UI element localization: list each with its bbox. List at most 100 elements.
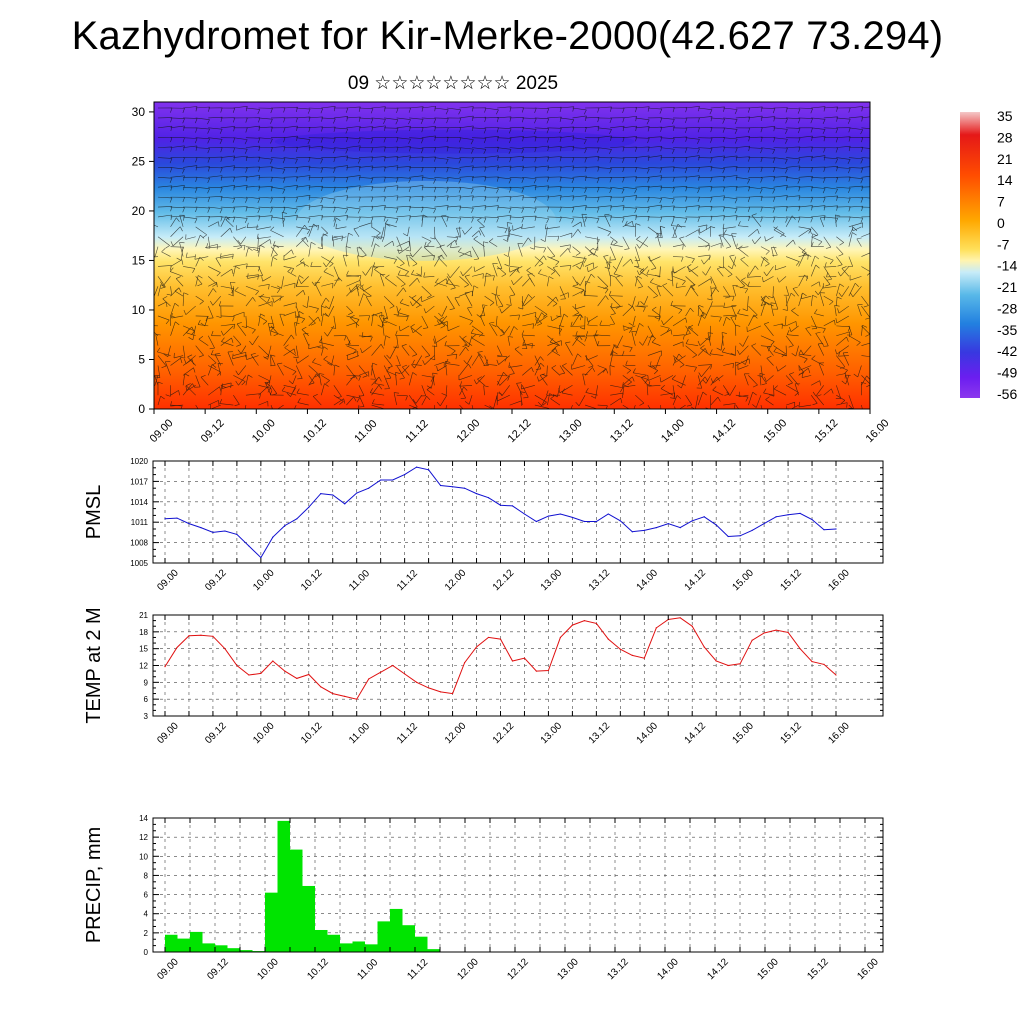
wind-barb xyxy=(790,404,799,409)
wind-barb xyxy=(836,246,844,255)
wind-barb-flag xyxy=(423,308,427,314)
wind-barb xyxy=(517,243,523,257)
wind-barb xyxy=(559,365,566,374)
wind-barb xyxy=(258,157,273,160)
wind-barb xyxy=(347,355,360,361)
wind-barb xyxy=(685,307,691,317)
wind-barb xyxy=(283,157,298,160)
wind-barb xyxy=(635,305,646,308)
wind-barb xyxy=(175,278,184,287)
wind-barb xyxy=(861,325,863,336)
wind-barb xyxy=(570,404,573,409)
wind-barb-flag xyxy=(437,254,443,258)
wind-barb xyxy=(765,236,774,242)
wind-barb-flag xyxy=(345,208,349,214)
wind-barb xyxy=(296,175,311,178)
wind-barb xyxy=(647,226,660,236)
wind-barb xyxy=(572,126,587,129)
wind-barb-flag xyxy=(531,343,533,349)
wind-barb-flag xyxy=(572,106,575,112)
wind-barb xyxy=(308,167,323,169)
data-point xyxy=(439,691,442,693)
wind-barb xyxy=(240,345,247,354)
wind-barb-flag xyxy=(182,215,185,221)
wind-barb xyxy=(484,216,499,218)
wind-barb xyxy=(432,373,435,386)
wind-barb xyxy=(220,206,235,209)
wind-barb xyxy=(823,127,838,129)
wind-barb-flag xyxy=(622,137,625,143)
wind-barb-flag xyxy=(847,159,851,165)
wind-barb xyxy=(622,206,637,209)
wind-barb xyxy=(232,355,246,360)
wind-barb xyxy=(508,365,523,368)
wind-barb-flag xyxy=(822,129,826,135)
wind-barb xyxy=(838,355,849,357)
wind-barb-flag xyxy=(149,219,152,223)
data-point xyxy=(344,503,346,505)
wind-barb xyxy=(308,116,323,119)
wind-barb xyxy=(434,278,447,287)
wind-barb xyxy=(610,236,618,243)
wind-barb-flag xyxy=(399,377,405,380)
wind-barb xyxy=(484,136,499,139)
data-point xyxy=(727,535,729,538)
wind-barb-flag xyxy=(552,394,558,398)
data-point xyxy=(559,513,562,515)
wind-barb xyxy=(845,375,850,386)
wind-barb-flag xyxy=(232,117,236,123)
wind-barb xyxy=(546,365,548,377)
data-point xyxy=(404,474,406,476)
wind-barb-flag xyxy=(586,317,589,323)
wind-barb-flag xyxy=(562,363,567,366)
wind-barb xyxy=(848,157,863,160)
wind-barb-flag xyxy=(498,305,504,308)
wind-barb-flag xyxy=(248,247,253,251)
wind-barb-flag xyxy=(370,138,374,144)
wind-barb xyxy=(798,226,812,230)
wind-barb xyxy=(861,196,870,199)
wind-barb xyxy=(685,365,697,368)
wind-barb-flag xyxy=(185,385,188,391)
wind-barb xyxy=(777,365,787,372)
wind-barb xyxy=(660,117,675,120)
wind-barb xyxy=(857,304,862,317)
x-tick-label: 16.00 xyxy=(826,720,852,746)
wind-barb-flag xyxy=(848,206,851,212)
wind-barb-flag xyxy=(723,155,725,161)
wind-barb-flag xyxy=(534,108,537,114)
wind-barb xyxy=(507,246,511,257)
wind-barb xyxy=(720,335,724,351)
wind-barb-flag xyxy=(542,401,547,406)
wind-barb-flag xyxy=(738,391,741,397)
wind-barb-flag xyxy=(183,185,185,191)
wind-barb xyxy=(371,376,380,386)
wind-barb xyxy=(785,345,787,356)
wind-barb-flag xyxy=(199,256,204,261)
wind-barb xyxy=(538,273,548,277)
wind-barb xyxy=(826,276,837,278)
wind-barb-flag xyxy=(798,137,801,143)
wind-barb xyxy=(672,317,686,327)
wind-barb xyxy=(534,107,549,109)
x-tick-label: 09.00 xyxy=(155,720,181,746)
data-point xyxy=(392,664,394,667)
wind-barb-flag xyxy=(752,384,758,388)
wind-barb xyxy=(358,395,365,407)
wind-barb xyxy=(572,229,579,237)
wind-barb-flag xyxy=(470,188,474,194)
wind-barb-flag xyxy=(477,351,483,353)
wind-barb xyxy=(321,313,324,326)
wind-barb xyxy=(482,304,485,317)
wind-barb-flag xyxy=(345,343,351,345)
wind-barb-flag xyxy=(603,254,609,257)
wind-barb xyxy=(773,117,788,120)
wind-barb xyxy=(459,165,474,168)
wind-barb xyxy=(822,285,837,289)
wind-barb-flag xyxy=(697,117,700,123)
wind-barb-flag xyxy=(513,326,518,331)
wind-barb-flag xyxy=(313,223,318,228)
wind-barb xyxy=(220,315,235,317)
x-tick-label: 14.00 xyxy=(659,417,687,445)
